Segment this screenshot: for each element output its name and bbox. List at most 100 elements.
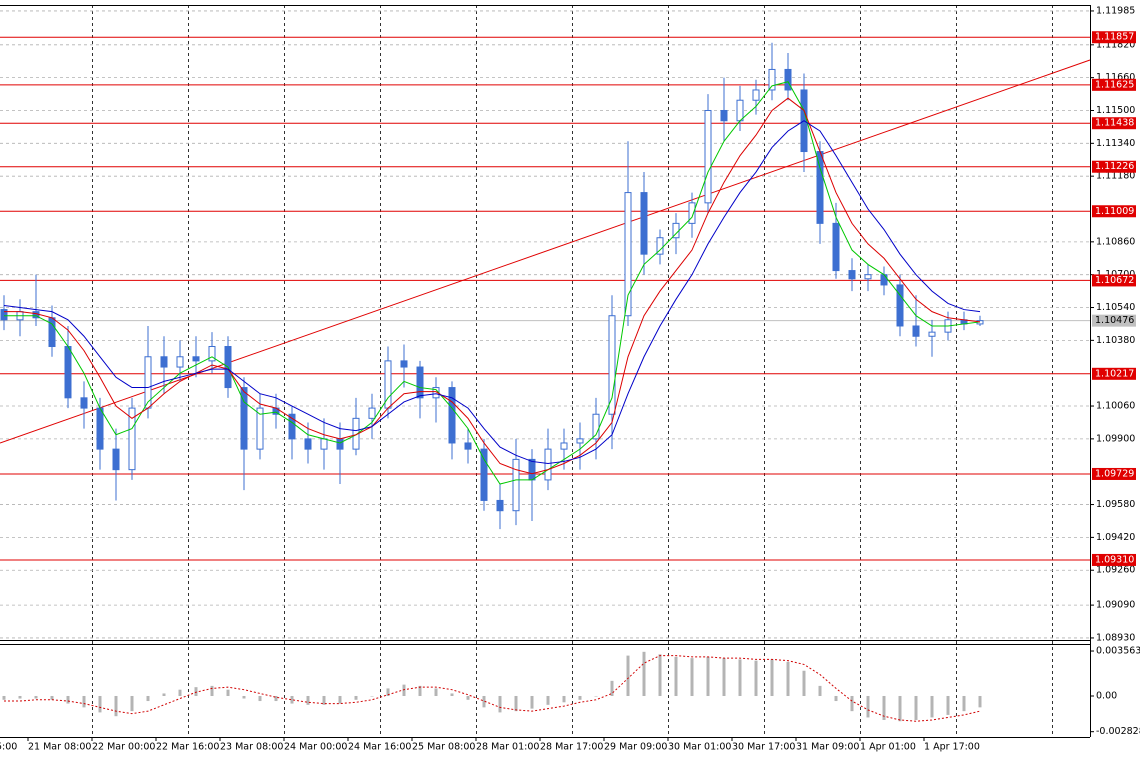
candle-body [752, 89, 760, 101]
candle-body [864, 274, 872, 280]
histogram-bar [466, 695, 470, 700]
candle-body [528, 458, 536, 481]
level-label: 1.11857 [1095, 32, 1134, 43]
candle-body [80, 397, 88, 409]
candle-body [448, 387, 456, 444]
candle-body [544, 448, 552, 481]
y-tick-label: 1.09090 [1096, 600, 1135, 611]
current-price-label: 1.10476 [1095, 315, 1134, 326]
candle-body [720, 109, 728, 122]
histogram-bar [418, 685, 422, 696]
histogram-bar [338, 695, 342, 704]
x-tick-label: 23 Mar 08:00 [220, 742, 283, 753]
histogram-bar [546, 695, 550, 705]
y-tick-label: -0.002828 [1096, 726, 1140, 737]
candle-body [240, 387, 248, 450]
level-label-box [1092, 78, 1136, 91]
candle-body [192, 356, 200, 362]
candle-body [416, 366, 424, 399]
candle-body [176, 356, 184, 368]
histogram-bar [34, 695, 38, 699]
histogram-bar [98, 695, 102, 713]
candle-body [112, 448, 120, 471]
histogram-bar [690, 658, 694, 696]
candle-body [480, 448, 488, 501]
x-tick-label: 22 Mar 00:00 [92, 742, 155, 753]
candle-body [288, 413, 296, 440]
histogram-bar [82, 695, 86, 708]
histogram-bar [626, 655, 630, 696]
histogram-bar [562, 695, 566, 703]
candle-body [0, 309, 8, 321]
trend-line [0, 59, 1091, 444]
level-label: 1.11009 [1095, 206, 1134, 217]
x-tick-label: 30 Mar 01:00 [668, 742, 731, 753]
signal-line [4, 655, 981, 722]
histogram-bar [578, 695, 582, 700]
histogram-bar [18, 695, 22, 699]
histogram-bar [2, 695, 6, 700]
y-tick-label: 0.00 [1096, 690, 1117, 701]
histogram-bar [946, 695, 950, 715]
candle-body [496, 499, 504, 512]
histogram-bar [914, 695, 918, 720]
histogram-bar [898, 695, 902, 722]
histogram-bar [210, 685, 214, 696]
candle-body [320, 438, 328, 450]
histogram-bar [450, 693, 454, 696]
histogram-bar [226, 689, 230, 696]
y-tick-label: 1.10860 [1096, 236, 1135, 247]
histogram-bar [114, 695, 118, 717]
histogram-bar [770, 659, 774, 696]
x-tick-label: 28 Mar 17:00 [540, 742, 603, 753]
candle-body [560, 442, 568, 450]
x-tick-label: 24 Mar 00:00 [284, 742, 347, 753]
level-label-box [1092, 274, 1136, 287]
histogram-bar [434, 688, 438, 696]
x-tick-label: 24 Mar 16:00 [348, 742, 411, 753]
histogram-bar [274, 695, 278, 702]
level-label-box [1092, 117, 1136, 130]
x-tick-label: 1 Apr 17:00 [924, 742, 980, 753]
histogram-bar [162, 693, 166, 696]
candle-body [512, 458, 520, 512]
candle-body [576, 438, 584, 444]
candle-body [256, 407, 264, 450]
candle-body [784, 68, 792, 91]
histogram-bar [402, 684, 406, 696]
histogram-bar [882, 695, 886, 720]
histogram-bar [642, 651, 646, 696]
histogram-bar [306, 695, 310, 705]
histogram-bar [482, 695, 486, 708]
level-label-box [1092, 31, 1136, 44]
candle-body [848, 270, 856, 280]
moving-average [4, 97, 981, 475]
current-price-box [1092, 314, 1136, 327]
level-label: 1.09310 [1095, 554, 1134, 565]
histogram-bar [866, 695, 870, 718]
histogram-bar [802, 670, 806, 696]
candle-body [656, 237, 664, 255]
level-label-box [1092, 160, 1136, 173]
histogram-bar [194, 687, 198, 696]
candle-body [592, 413, 600, 440]
y-tick-label: 1.11500 [1096, 105, 1135, 116]
y-tick-label: 1.10540 [1096, 302, 1135, 313]
candle-body [704, 109, 712, 204]
candle-body [304, 438, 312, 450]
level-label-box [1092, 367, 1136, 380]
candle-body [832, 222, 840, 272]
histogram-bar [658, 654, 662, 696]
candle-body [896, 284, 904, 327]
x-tick-label: 1 Apr 01:00 [860, 742, 916, 753]
histogram-bar [594, 695, 598, 697]
histogram-bar [322, 695, 326, 705]
y-tick-label: 1.11820 [1096, 39, 1135, 50]
level-label-box [1092, 553, 1136, 566]
histogram-bar [146, 695, 150, 702]
level-label-box [1092, 205, 1136, 218]
candle-body [912, 325, 920, 337]
candle-body [736, 99, 744, 122]
